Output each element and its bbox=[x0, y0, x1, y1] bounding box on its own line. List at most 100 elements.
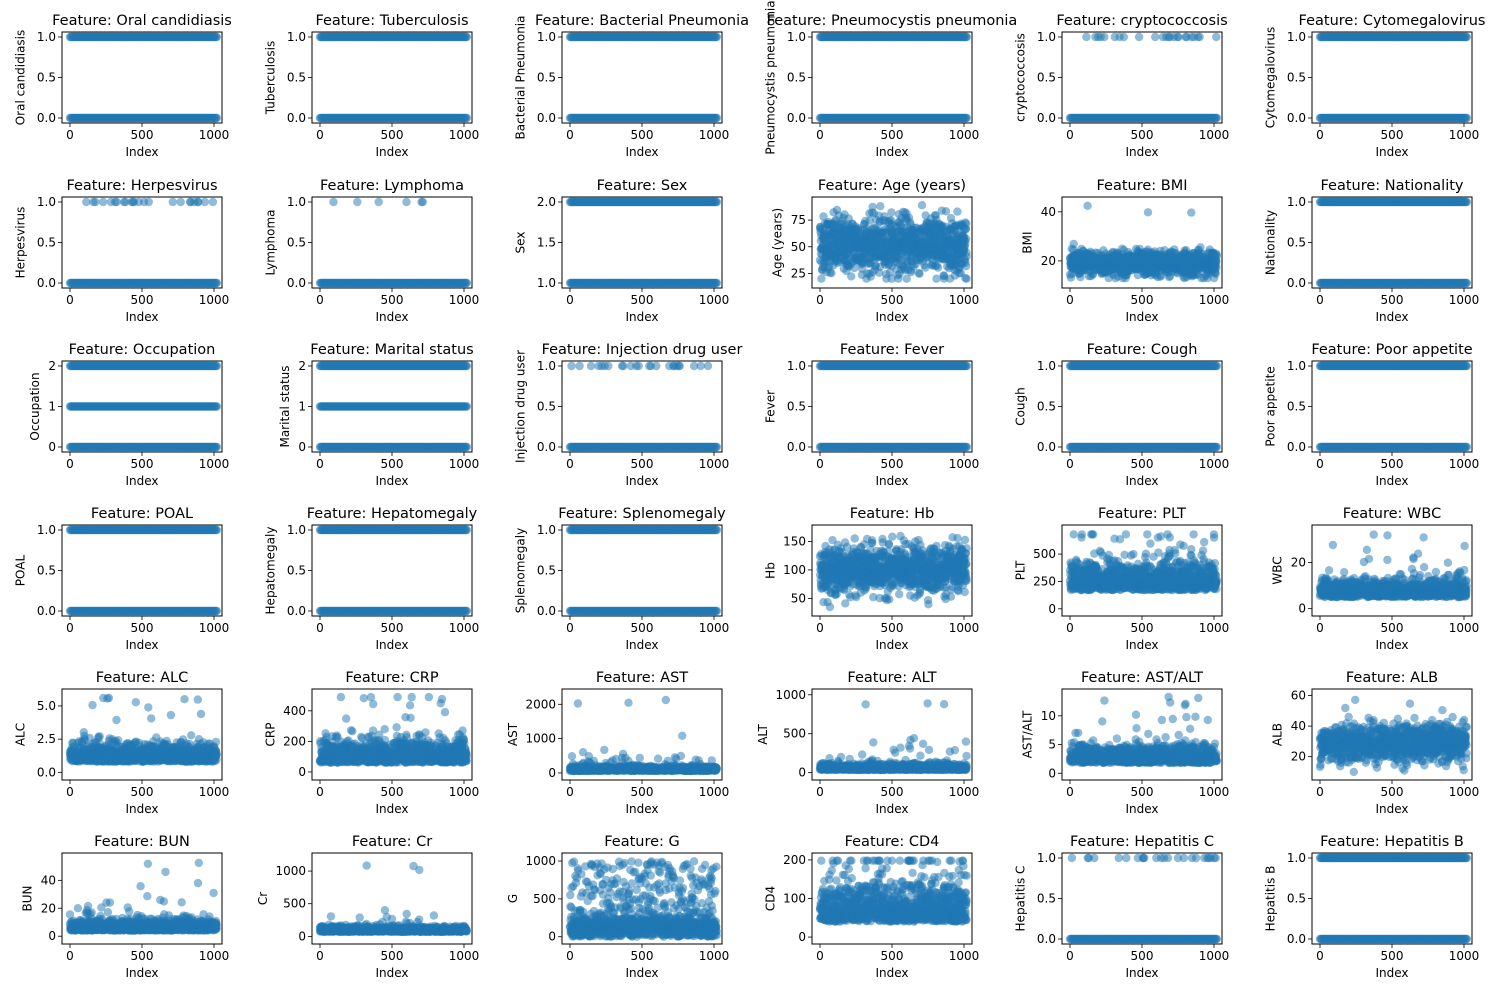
x-tick-label: 0 bbox=[66, 293, 74, 307]
data-point bbox=[329, 197, 338, 207]
y-tick-label: 2.0 bbox=[537, 195, 556, 209]
y-tick-label: 0.0 bbox=[537, 111, 556, 125]
x-tick-label: 1000 bbox=[699, 293, 730, 307]
point-group bbox=[1315, 197, 1472, 288]
data-point bbox=[885, 268, 895, 277]
data-point bbox=[1076, 272, 1085, 282]
y-axis-label: Herpesvirus bbox=[13, 207, 27, 279]
x-axis-label: Index bbox=[875, 310, 908, 324]
point-group bbox=[565, 32, 722, 123]
x-tick-label: 0 bbox=[816, 293, 824, 307]
y-axis-label: Tuberculosis bbox=[263, 41, 277, 116]
data-point bbox=[962, 219, 971, 228]
y-axis-label: Oral candidiasis bbox=[13, 30, 27, 126]
data-point bbox=[887, 274, 896, 283]
data-point bbox=[462, 278, 472, 288]
data-point bbox=[353, 197, 362, 207]
y-tick-label: 25 bbox=[791, 266, 806, 280]
axes-frame bbox=[311, 31, 473, 124]
y-tick-label: 0.0 bbox=[1037, 111, 1056, 125]
data-point bbox=[1134, 32, 1144, 42]
point-group bbox=[1065, 32, 1222, 123]
data-point bbox=[868, 202, 877, 212]
data-point bbox=[98, 197, 108, 207]
x-tick-label: 0 bbox=[816, 128, 824, 142]
data-point bbox=[961, 262, 971, 271]
x-axis-label: Index bbox=[1125, 310, 1158, 324]
y-tick-label: 0.5 bbox=[287, 71, 306, 85]
data-point bbox=[1083, 201, 1092, 210]
x-tick-label: 500 bbox=[881, 128, 904, 142]
subplot-cryptococcosis: 0 500 10000.00.51.0IndexcryptococcosisFeat… bbox=[1013, 13, 1229, 159]
data-point bbox=[1082, 32, 1091, 42]
y-tick-label: 0.0 bbox=[787, 111, 806, 125]
data-point bbox=[168, 197, 177, 207]
y-tick-label: 0.0 bbox=[287, 111, 306, 125]
y-tick-label: 0.0 bbox=[37, 276, 56, 290]
y-tick-label: 0.5 bbox=[37, 71, 56, 85]
axes-frame bbox=[561, 31, 723, 124]
x-tick-label: 1000 bbox=[199, 293, 230, 307]
x-tick-label: 1000 bbox=[199, 128, 230, 142]
axes-frame bbox=[311, 196, 473, 289]
x-tick-label: 500 bbox=[1131, 293, 1154, 307]
x-tick-label: 0 bbox=[316, 293, 324, 307]
point-group bbox=[315, 32, 472, 123]
axes-frame bbox=[1311, 31, 1473, 124]
data-point bbox=[962, 274, 971, 283]
x-tick-label: 1000 bbox=[949, 293, 980, 307]
data-point bbox=[941, 207, 951, 216]
point-group bbox=[65, 197, 222, 288]
data-point bbox=[1069, 239, 1078, 249]
data-point bbox=[712, 113, 722, 123]
data-point bbox=[1151, 32, 1160, 42]
y-tick-label: 1.0 bbox=[537, 276, 556, 290]
x-tick-label: 1000 bbox=[949, 128, 980, 142]
data-point bbox=[1462, 32, 1472, 42]
y-tick-label: 1.0 bbox=[287, 195, 306, 209]
y-tick-label: 1.0 bbox=[37, 30, 56, 44]
x-tick-label: 1000 bbox=[1449, 128, 1480, 142]
data-point bbox=[1119, 32, 1129, 42]
data-point bbox=[212, 113, 222, 123]
y-tick-label: 0.0 bbox=[1287, 111, 1306, 125]
data-point bbox=[712, 278, 722, 288]
x-tick-label: 0 bbox=[566, 128, 574, 142]
data-point bbox=[1212, 113, 1222, 123]
data-point bbox=[1158, 32, 1168, 42]
x-axis-label: Index bbox=[125, 145, 158, 159]
data-point bbox=[1096, 32, 1105, 42]
subplot-title: Feature: Pneumocystis pneumonia bbox=[767, 13, 1018, 29]
y-tick-label: 0.5 bbox=[787, 71, 806, 85]
subplot-title: Feature: cryptococcosis bbox=[1056, 13, 1227, 29]
x-tick-label: 1000 bbox=[1199, 128, 1230, 142]
data-point bbox=[82, 197, 91, 207]
x-tick-label: 500 bbox=[131, 128, 154, 142]
data-point bbox=[819, 212, 828, 221]
x-tick-label: 500 bbox=[381, 293, 404, 307]
x-tick-label: 500 bbox=[1131, 128, 1154, 142]
data-point bbox=[1143, 208, 1153, 217]
x-axis-label: Index bbox=[1125, 145, 1158, 159]
data-point bbox=[462, 32, 472, 42]
data-point bbox=[176, 197, 185, 207]
x-tick-label: 500 bbox=[631, 293, 654, 307]
subplot-cytomegalovirus: 0 500 10000.00.51.0IndexCytomegalovirusFea… bbox=[1263, 13, 1485, 159]
data-point bbox=[212, 32, 222, 42]
y-tick-label: 1.5 bbox=[537, 236, 556, 250]
data-point bbox=[212, 278, 222, 288]
y-tick-label: 0.5 bbox=[1287, 71, 1306, 85]
subplot-title: Feature: Lymphoma bbox=[320, 178, 464, 194]
y-axis-label: Pneumocystis pneumonia bbox=[763, 0, 777, 154]
x-tick-label: 0 bbox=[66, 128, 74, 142]
data-point bbox=[930, 211, 940, 220]
y-tick-label: 0.5 bbox=[37, 236, 56, 250]
data-point bbox=[932, 274, 941, 283]
y-tick-label: 1.0 bbox=[787, 30, 806, 44]
data-point bbox=[1187, 208, 1196, 217]
point-group bbox=[65, 32, 222, 123]
x-tick-label: 500 bbox=[881, 293, 904, 307]
subplot-tuberculosis: 0 500 10000.00.51.0IndexTuberculosisFeatur… bbox=[263, 13, 479, 159]
